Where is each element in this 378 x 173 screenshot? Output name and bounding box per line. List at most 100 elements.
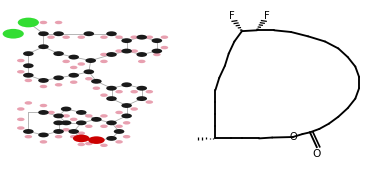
- Circle shape: [130, 35, 138, 39]
- Circle shape: [38, 133, 49, 137]
- Circle shape: [23, 63, 34, 68]
- Circle shape: [100, 144, 108, 147]
- Circle shape: [100, 125, 108, 128]
- Circle shape: [77, 131, 85, 135]
- Circle shape: [73, 135, 90, 142]
- Circle shape: [115, 90, 123, 93]
- Circle shape: [53, 31, 64, 36]
- Circle shape: [106, 120, 117, 125]
- Circle shape: [84, 31, 94, 36]
- Circle shape: [55, 83, 62, 86]
- Circle shape: [53, 113, 64, 118]
- Circle shape: [85, 77, 93, 80]
- Circle shape: [91, 117, 102, 122]
- Circle shape: [53, 120, 64, 125]
- Circle shape: [47, 111, 55, 114]
- Circle shape: [100, 53, 108, 56]
- Circle shape: [85, 58, 96, 63]
- Circle shape: [38, 44, 49, 49]
- Circle shape: [153, 53, 161, 56]
- Circle shape: [121, 103, 132, 108]
- Text: O: O: [289, 132, 297, 142]
- Circle shape: [161, 46, 168, 49]
- Circle shape: [62, 114, 70, 118]
- Circle shape: [62, 60, 70, 63]
- Circle shape: [138, 60, 146, 63]
- Circle shape: [38, 31, 49, 36]
- Circle shape: [23, 51, 34, 56]
- Circle shape: [114, 129, 124, 134]
- Circle shape: [100, 93, 108, 97]
- Circle shape: [106, 86, 117, 91]
- Circle shape: [88, 136, 105, 144]
- Circle shape: [62, 35, 70, 39]
- Text: O: O: [313, 149, 321, 159]
- Circle shape: [25, 21, 32, 24]
- Circle shape: [106, 96, 117, 101]
- Circle shape: [91, 79, 102, 84]
- Circle shape: [100, 35, 108, 39]
- Circle shape: [85, 114, 93, 118]
- Circle shape: [136, 86, 147, 91]
- Circle shape: [115, 35, 123, 39]
- Circle shape: [91, 138, 102, 143]
- Circle shape: [100, 60, 108, 63]
- Circle shape: [93, 86, 100, 90]
- Circle shape: [17, 126, 25, 130]
- Circle shape: [121, 49, 132, 53]
- Circle shape: [23, 129, 34, 134]
- Circle shape: [47, 35, 55, 39]
- Circle shape: [61, 107, 71, 111]
- Circle shape: [40, 140, 47, 144]
- Text: F: F: [229, 11, 235, 21]
- Circle shape: [55, 135, 62, 138]
- Circle shape: [25, 135, 32, 138]
- Circle shape: [53, 75, 64, 80]
- Circle shape: [106, 136, 117, 141]
- Circle shape: [77, 143, 85, 146]
- Circle shape: [161, 35, 168, 39]
- Circle shape: [152, 38, 162, 43]
- Circle shape: [115, 111, 123, 114]
- Circle shape: [17, 59, 25, 62]
- Circle shape: [17, 107, 25, 111]
- Circle shape: [100, 114, 108, 118]
- Circle shape: [38, 110, 49, 115]
- Circle shape: [38, 78, 49, 83]
- Circle shape: [136, 52, 147, 57]
- Circle shape: [121, 38, 132, 43]
- Circle shape: [121, 113, 132, 118]
- Circle shape: [115, 140, 123, 144]
- Circle shape: [76, 120, 87, 125]
- Circle shape: [61, 120, 71, 125]
- Circle shape: [84, 69, 94, 74]
- Circle shape: [106, 52, 117, 57]
- Circle shape: [3, 29, 24, 39]
- Circle shape: [62, 128, 70, 131]
- Circle shape: [130, 107, 138, 111]
- Circle shape: [106, 31, 117, 36]
- Circle shape: [76, 110, 87, 115]
- Circle shape: [130, 49, 138, 53]
- Circle shape: [23, 73, 34, 78]
- Circle shape: [70, 66, 77, 69]
- Circle shape: [17, 118, 25, 121]
- Circle shape: [115, 49, 123, 53]
- Circle shape: [130, 90, 138, 93]
- Circle shape: [77, 35, 85, 39]
- Circle shape: [40, 85, 47, 88]
- Circle shape: [70, 80, 77, 84]
- Circle shape: [40, 104, 47, 107]
- Circle shape: [68, 129, 79, 134]
- Circle shape: [55, 21, 62, 24]
- Circle shape: [76, 136, 87, 141]
- Circle shape: [68, 55, 79, 60]
- Circle shape: [146, 90, 153, 93]
- Circle shape: [25, 79, 32, 82]
- Circle shape: [68, 73, 79, 78]
- Circle shape: [146, 100, 153, 104]
- Circle shape: [152, 49, 162, 53]
- Circle shape: [123, 121, 130, 125]
- Circle shape: [40, 21, 47, 24]
- Circle shape: [70, 118, 77, 121]
